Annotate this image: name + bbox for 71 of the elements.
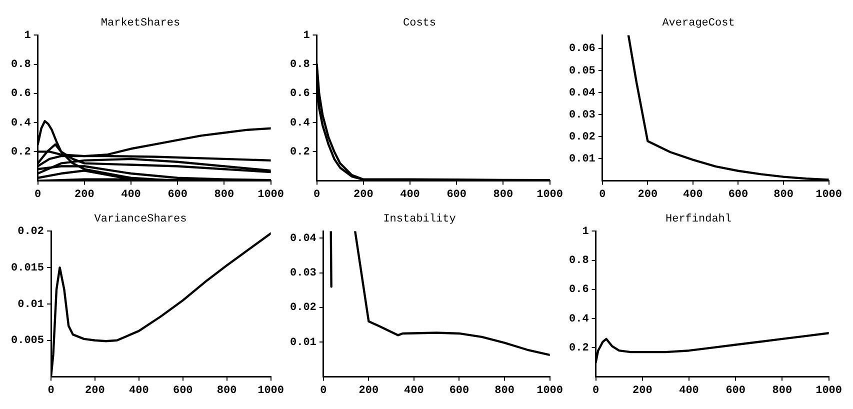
- x-tick-label: 600: [172, 385, 193, 398]
- x-tick-label: 1000: [536, 189, 563, 202]
- x-tick-label: 0: [34, 189, 42, 202]
- y-tick-label: 0.8: [568, 255, 590, 268]
- chart-title: Herfindahl: [665, 214, 732, 226]
- x-tick-label: 200: [632, 385, 652, 398]
- y-tick-label: 0.05: [569, 65, 596, 78]
- x-tick-label: 1000: [816, 385, 842, 398]
- x-tick-label: 600: [168, 189, 188, 202]
- y-tick-label: 0.4: [10, 117, 32, 130]
- y-tick-label: 0.2: [10, 146, 31, 158]
- y-tick-label: 0.01: [569, 154, 596, 166]
- chart-title: VarianceShares: [94, 214, 187, 226]
- y-tick-label: 0.8: [290, 59, 310, 72]
- y-tick-label: 0.8: [10, 59, 32, 72]
- x-tick-label: 1000: [258, 385, 284, 398]
- x-tick-label: 200: [85, 385, 105, 398]
- y-tick-label: 0.01: [290, 336, 317, 349]
- y-tick-label: 1: [582, 226, 590, 238]
- y-tick-label: 0.6: [568, 284, 589, 296]
- chart-title: Costs: [402, 18, 436, 30]
- x-tick-label: 1000: [816, 189, 842, 202]
- x-tick-label: 200: [638, 189, 658, 202]
- x-tick-label: 800: [493, 189, 514, 202]
- y-tick-label: 1: [24, 30, 32, 42]
- y-tick-label: 0.005: [10, 335, 44, 348]
- y-tick-label: 0.06: [569, 43, 596, 56]
- x-tick-label: 800: [214, 189, 234, 202]
- chart-title: Instability: [383, 214, 456, 226]
- x-tick-label: 0: [314, 189, 320, 202]
- y-tick-label: 0.01: [18, 298, 44, 311]
- x-tick-label: 400: [400, 189, 420, 202]
- y-tick-label: 1: [303, 30, 310, 42]
- y-tick-label: 0.6: [290, 88, 310, 100]
- y-tick-label: 0.04: [569, 87, 596, 100]
- y-tick-label: 0.4: [568, 313, 590, 326]
- x-tick-label: 200: [353, 189, 374, 202]
- y-tick-label: 0.02: [290, 302, 316, 314]
- x-tick-label: 0: [599, 189, 606, 202]
- x-tick-label: 1000: [258, 189, 284, 202]
- x-tick-label: 1000: [536, 385, 563, 398]
- x-tick-label: 600: [728, 189, 748, 202]
- x-tick-label: 800: [774, 189, 794, 202]
- x-tick-label: 0: [320, 385, 327, 398]
- x-tick-label: 800: [772, 385, 792, 398]
- y-tick-label: 0.02: [569, 131, 596, 144]
- y-tick-label: 0.03: [569, 109, 596, 122]
- y-tick-label: 0.2: [290, 146, 310, 158]
- y-tick-label: 0.4: [290, 117, 310, 130]
- x-tick-label: 800: [216, 385, 237, 398]
- x-tick-label: 400: [404, 385, 424, 398]
- x-tick-label: 0: [592, 385, 600, 398]
- y-tick-label: 0.02: [18, 226, 44, 238]
- x-tick-label: 600: [449, 385, 470, 398]
- x-tick-label: 200: [74, 189, 94, 202]
- chart-title: AverageCost: [662, 18, 735, 30]
- x-tick-label: 400: [683, 189, 703, 202]
- x-tick-label: 400: [129, 385, 149, 398]
- y-tick-label: 0.04: [290, 232, 317, 245]
- x-tick-label: 400: [121, 189, 141, 202]
- y-tick-label: 0.2: [568, 342, 589, 354]
- y-tick-label: 0.015: [10, 262, 44, 274]
- x-tick-label: 600: [446, 189, 467, 202]
- chart-title: MarketShares: [100, 18, 180, 30]
- x-tick-label: 600: [726, 385, 746, 398]
- y-tick-label: 0.6: [10, 88, 31, 100]
- x-tick-label: 800: [494, 385, 514, 398]
- x-tick-label: 200: [358, 385, 379, 398]
- y-tick-label: 0.03: [290, 268, 317, 280]
- x-tick-label: 0: [48, 385, 54, 398]
- x-tick-label: 400: [679, 385, 699, 398]
